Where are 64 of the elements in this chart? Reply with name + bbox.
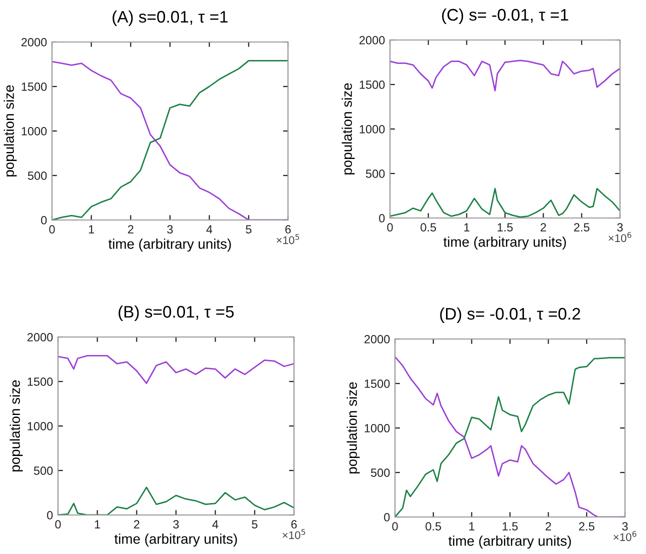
y-tick-label: 1500	[22, 82, 47, 91]
x-tick-label: 0	[392, 522, 398, 531]
y-tick-label: 1500	[364, 380, 390, 388]
y-tick-label: 1500	[360, 80, 385, 89]
x-tick-label: 6	[291, 520, 297, 529]
y-tick-label: 1500	[28, 378, 53, 386]
x-tick-label: 3	[622, 522, 628, 531]
y-tick-label: 0	[384, 513, 390, 522]
x-tick-label: 1	[88, 225, 94, 234]
y-tick-label: 500	[28, 172, 47, 180]
x-tick-label: 1.5	[498, 223, 513, 232]
y-tick-label: 1000	[28, 422, 53, 430]
y-tick-label: 1000	[360, 125, 385, 134]
y-tick-label: 2000	[21, 38, 47, 46]
text: ×10$^{6}$	[608, 232, 632, 242]
x-tick-label: 1	[464, 223, 470, 232]
x-tick-label: 1	[94, 520, 100, 528]
y-axis-title: population size	[10, 380, 23, 472]
chart-title: (B) s=0.01, τ =5	[118, 305, 234, 322]
x-tick-label: 2.5	[574, 223, 590, 232]
x-tick-label: 4	[212, 520, 218, 528]
x-tick-label: 2	[540, 223, 546, 232]
y-tick-label: 0	[47, 511, 53, 520]
y-tick-label: 500	[34, 466, 53, 475]
x-axis-title: time (arbitrary units)	[108, 238, 231, 252]
x-tick-label: 0.5	[420, 223, 436, 232]
y-tick-label: 2000	[364, 335, 390, 344]
x-tick-label: 1	[469, 522, 474, 530]
text: ×10$^{5}$	[282, 529, 306, 540]
x-axis-title: time (arbitrary units)	[114, 534, 237, 547]
chart-title: (C) s= -0.01, τ =1	[442, 8, 568, 24]
chart-title: (A) s=0.01, τ =1	[112, 10, 228, 26]
x-tick-label: 0.5	[426, 522, 442, 531]
y-tick-label: 1000	[364, 424, 390, 432]
line-series	[58, 354, 294, 384]
x-tick-label: 5	[252, 520, 258, 529]
x-tick-label: 2	[128, 225, 134, 234]
x-tick-label: 1.5	[502, 522, 518, 531]
x-tick-label: 2	[134, 520, 140, 528]
y-tick-label: 0	[379, 214, 385, 222]
text: ×10$^{6}$	[614, 530, 636, 542]
x-tick-label: 0	[55, 520, 61, 529]
x-tick-label: 6	[285, 225, 291, 234]
chart-title: (D) s= -0.01, τ =0.2	[440, 307, 580, 324]
y-axis-title: population size	[346, 382, 360, 474]
y-tick-label: 500	[370, 468, 390, 477]
y-tick-label: 2000	[27, 333, 53, 342]
y-axis-title: population size	[4, 85, 17, 176]
text: ×10$^{5}$	[276, 234, 300, 244]
x-tick-label: 4	[206, 225, 212, 234]
line-series	[390, 60, 620, 92]
y-tick-label: 1000	[22, 127, 47, 136]
x-tick-label: 3	[173, 520, 179, 529]
x-tick-label: 2.5	[579, 522, 594, 531]
y-tick-label: 500	[366, 170, 385, 178]
y-tick-label: 2000	[359, 36, 385, 44]
x-axis-title: time (arbitrary units)	[448, 536, 571, 549]
x-axis-title: time (arbitrary units)	[443, 236, 566, 250]
y-axis-title: population size	[342, 83, 355, 174]
x-tick-label: 3	[617, 223, 623, 232]
x-tick-label: 5	[246, 225, 252, 234]
x-tick-label: 3	[167, 225, 173, 234]
x-tick-label: 2	[546, 522, 552, 530]
y-tick-label: 0	[41, 216, 47, 224]
